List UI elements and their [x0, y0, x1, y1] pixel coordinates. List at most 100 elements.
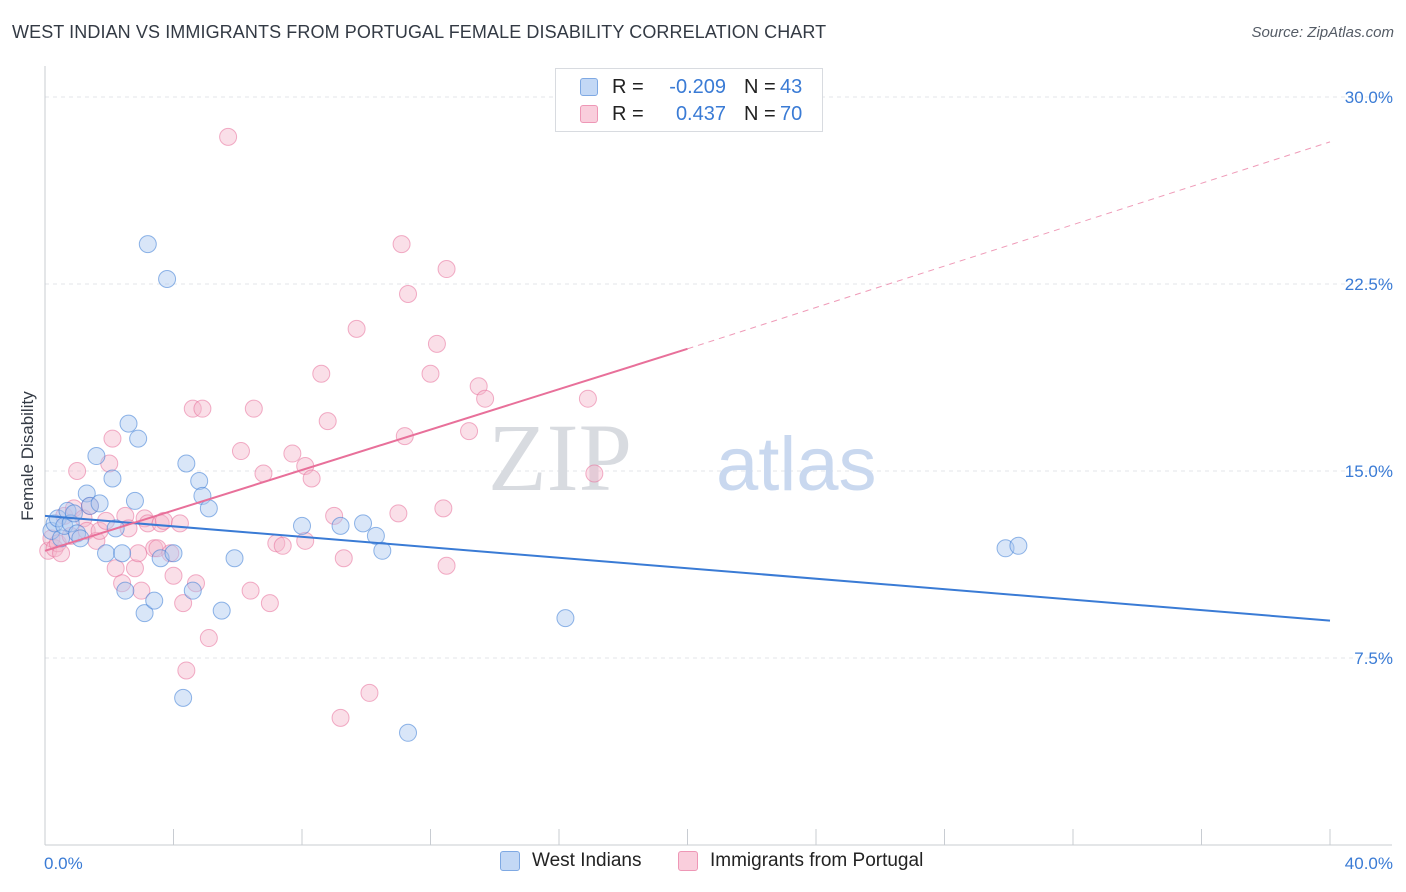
watermark: ZIP atlas [488, 404, 877, 511]
west-indian-point [97, 544, 116, 563]
portugal-point [193, 399, 212, 418]
west-indian-point [90, 494, 109, 513]
west-indian-point [366, 526, 385, 545]
legend-item-west-indians[interactable]: West Indians [500, 850, 641, 872]
gridlines [45, 96, 1392, 659]
portugal-point [273, 536, 292, 555]
portugal-point [325, 506, 344, 525]
n-value: 43 [780, 75, 803, 98]
axes [44, 66, 1392, 846]
legend-label: West Indians [532, 850, 642, 871]
west-indian-point [1009, 536, 1028, 555]
west-indian-point [113, 544, 132, 563]
legend-item-portugal[interactable]: Immigrants from Portugal [678, 850, 923, 872]
portugal-point [260, 594, 279, 613]
legend-row-west-indians: R = -0.209 N = 43 [580, 74, 802, 100]
portugal-point [347, 319, 366, 338]
stats-legend: R = -0.209 N = 43 R = 0.437 N = 70 [555, 68, 823, 132]
west-indian-point [177, 454, 196, 473]
portugal-point [360, 683, 379, 702]
portugal-point [164, 566, 183, 585]
n-label: N = [744, 102, 776, 125]
west-indian-point [103, 469, 122, 488]
west-indian-point [125, 491, 144, 510]
x-tick-label: 0.0% [44, 854, 83, 873]
series-legend: West Indians Immigrants from Portugal [0, 850, 1406, 878]
portugal-point [219, 127, 238, 146]
portugal-point [427, 334, 446, 353]
portugal-point [125, 559, 144, 578]
y-tick-label: 22.5% [1345, 275, 1393, 294]
tick-labels: 7.5% 15.0% 22.5% 30.0% 0.0% 40.0% [44, 88, 1393, 873]
chart-title: WEST INDIAN VS IMMIGRANTS FROM PORTUGAL … [12, 22, 827, 42]
portugal-trend-extension [687, 141, 1331, 350]
portugal-point [177, 661, 196, 680]
west-indian-trend-line [44, 514, 1331, 622]
west-indian-point [199, 499, 218, 518]
r-value: -0.209 [669, 75, 726, 98]
west-indian-point [354, 514, 373, 533]
west-indian-point [212, 601, 231, 620]
portugal-point [231, 442, 250, 461]
portugal-point [434, 499, 453, 518]
portugal-point [135, 509, 154, 528]
portugal-point [334, 549, 353, 568]
portugal-point [199, 629, 218, 648]
legend-swatch-blue [500, 851, 520, 871]
trend-lines [44, 141, 1331, 622]
portugal-point [389, 504, 408, 523]
data-points [39, 127, 1028, 742]
west-indian-point [138, 235, 157, 254]
portugal-point [302, 469, 321, 488]
portugal-point [183, 399, 202, 418]
west-indian-point [373, 541, 392, 560]
west-indian-point [293, 516, 311, 535]
source-label: Source: ZipAtlas.com [1251, 24, 1394, 41]
portugal-point [103, 429, 122, 448]
legend-label: Immigrants from Portugal [710, 850, 924, 871]
watermark-zip: ZIP [488, 404, 632, 511]
portugal-point [283, 444, 302, 463]
portugal-point [476, 389, 495, 408]
portugal-point [392, 235, 411, 254]
portugal-point [312, 364, 331, 383]
portugal-point [129, 544, 148, 563]
portugal-point [68, 462, 87, 480]
n-value: 70 [780, 102, 803, 125]
portugal-point [437, 556, 456, 575]
legend-swatch-pink [678, 851, 698, 871]
west-indian-point [164, 544, 183, 563]
portugal-point [132, 581, 151, 600]
legend-row-portugal: R = 0.437 N = 70 [580, 101, 802, 127]
west-indian-point [87, 447, 106, 466]
y-tick-label: 15.0% [1345, 462, 1393, 481]
west-indian-point [129, 429, 148, 448]
portugal-point [437, 260, 456, 279]
r-label: R = [612, 102, 644, 125]
west-indian-point [331, 516, 350, 535]
x-tick-label: 40.0% [1345, 854, 1393, 873]
legend-swatch-blue [580, 78, 598, 96]
west-indian-point [399, 723, 418, 742]
portugal-point [170, 514, 189, 533]
west-indian-point [183, 581, 202, 600]
watermark-atlas: atlas [716, 422, 877, 507]
portugal-point [395, 427, 414, 446]
portugal-point [241, 581, 260, 600]
y-tick-label: 30.0% [1345, 88, 1393, 107]
west-indian-point [119, 414, 138, 433]
west-indian-point [556, 609, 575, 628]
portugal-point [399, 284, 418, 303]
west-indian-point [135, 604, 154, 623]
y-tick-label: 7.5% [1354, 649, 1393, 668]
legend-swatch-pink [580, 105, 598, 123]
portugal-point [578, 389, 597, 408]
portugal-point [244, 399, 263, 418]
portugal-point [331, 708, 350, 727]
portugal-point [174, 594, 193, 613]
portugal-point [106, 559, 125, 578]
west-indian-point [71, 529, 90, 548]
r-label: R = [612, 75, 644, 98]
n-label: N = [744, 75, 776, 98]
